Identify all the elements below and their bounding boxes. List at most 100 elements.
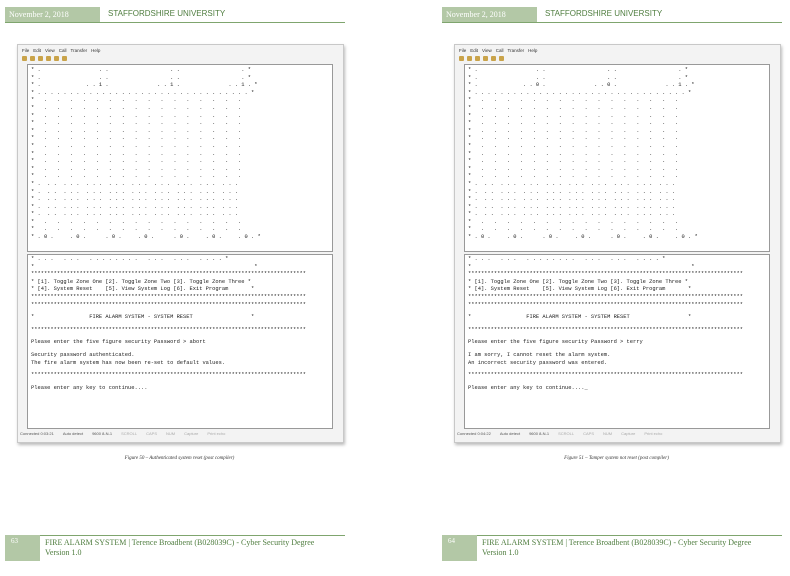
grid-row: * . . . . . . . . . . . . . . . . [31, 158, 242, 165]
grid-row: * . . . . . . . . . . . . . . . . . . . … [31, 188, 239, 195]
separator: ****************************************… [468, 293, 743, 300]
grid-row: * . . . . . . . . . . . . . . . . [31, 135, 242, 142]
menu-item: View [482, 48, 492, 53]
grid-row: * . . . . . . . . . . . . . . . . [468, 97, 679, 104]
grid-row: * . . . 0 . . . 0 . . . 1 . * [468, 82, 695, 89]
toolbar-icon [499, 56, 504, 61]
status-item: CAPS [146, 431, 157, 436]
menu-row: * [4]. System Reset [5]. View System Log… [31, 286, 255, 293]
grid-row: * . . . . . . . . . . . . . . . . [31, 112, 242, 119]
separator: ****************************************… [31, 372, 306, 379]
menu-item: Call [58, 48, 67, 53]
grid-row: * . . . . . . . . . . . . . . . . [468, 150, 679, 157]
grid-row: * . . . . . . * [468, 74, 688, 81]
status-item: Connected 0:03:21 [20, 431, 54, 436]
footer-title: FIRE ALARM SYSTEM | Terence Broadbent (B… [482, 538, 752, 547]
footer-rule [477, 535, 782, 536]
footer-version: Version 1.0 [482, 548, 519, 557]
status-item: Auto detect [62, 431, 84, 436]
response: The fire alarm system has now been re-se… [31, 359, 226, 366]
grid-row: * . . . . . . . . . . . . . . . . [468, 142, 679, 149]
header-date: November 2, 2018 [5, 7, 100, 22]
figure-caption: Figure 51 – Tamper system not reset (pos… [564, 456, 669, 461]
status-item: CAPS [583, 431, 594, 436]
grid-row: * . . . . . . . . . . . . . . . . [468, 127, 679, 134]
separator: ****************************************… [468, 271, 743, 278]
menu-item: Help [91, 48, 101, 53]
status-item: NUM [603, 431, 613, 436]
menu-item: Call [495, 48, 504, 53]
terminal-window: File Edit View Call Transfer Help * . . . . . … [17, 44, 344, 443]
grid-row: * . . . 1 . . . 1 . . . 1 . * [31, 82, 258, 89]
grid-row: * . . . . . . . . . . . . . . . . . . . … [31, 180, 239, 187]
toolbar-icon [22, 56, 27, 61]
grid-row: * . . . . . . . . . . . . . . . . . . . … [468, 196, 676, 203]
menu-item: Edit [470, 48, 479, 53]
terminal-window: File Edit View Call Transfer Help * . . . . . … [454, 44, 781, 443]
header-org: STAFFORDSHIRE UNIVERSITY [545, 9, 663, 18]
grid-row: * . . . . . . . . . . . . . . . . . . . … [468, 180, 676, 187]
separator: ****************************************… [31, 301, 306, 308]
grid-row: * . 0 . . 0 . . 0 . . 0 . . 0 . . 0 . . … [468, 234, 698, 241]
grid-row: * . . . . . . . . . . . . . . . . [468, 112, 679, 119]
zone-grid: * . . . . . . * * . . . . . . * * . . . 0 … [464, 64, 770, 252]
grid-row: * . 0 . . 0 . . 0 . . 0 . . 0 . . 0 . . … [31, 234, 261, 241]
response: An incorrect security password was enter… [468, 359, 608, 366]
footer-title: FIRE ALARM SYSTEM | Terence Broadbent (B… [45, 538, 315, 547]
grid-row: * . . . . . . . . . . . . . . . . [31, 120, 242, 127]
menu-row: * [4]. System Reset [5]. View System Log… [468, 286, 692, 293]
menu-item: Transfer [507, 48, 525, 53]
grid-row: * . . . . . . * [31, 67, 251, 73]
toolbar-icon [46, 56, 51, 61]
panel-row: * . . . . . . . . . . . . . . . . . . . … [31, 256, 229, 262]
page-number: 64 [442, 535, 477, 561]
menu-item: Edit [33, 48, 42, 53]
console-panel: * . . . . . . . . . . . . . . . . . . . … [464, 254, 770, 429]
header-rule [442, 22, 782, 23]
grid-row: * . . . . . . . . . . . . . . . . . . . … [31, 203, 239, 210]
header-org: STAFFORDSHIRE UNIVERSITY [108, 9, 226, 18]
grid-row: * . . . . . . . . . . . . . . . . . . . … [468, 188, 676, 195]
menu-item: Help [528, 48, 538, 53]
prompt: Please enter the five figure security Pa… [468, 339, 643, 346]
footer-rule [40, 535, 345, 536]
grid-row: * . . . . . . * [31, 74, 251, 81]
status-item: Auto detect [499, 431, 521, 436]
grid-row: * . . . . . . . . . . . . . . . . [31, 226, 242, 233]
grid-row: * . . . . . . . . . . . . . . . . [468, 120, 679, 127]
grid-row: * . . . . . . . . . . . . . . . . . . . … [468, 211, 676, 218]
toolbar-icon [54, 56, 59, 61]
grid-row: * . . . . . . . . . . . . . . . . . . . … [31, 211, 239, 218]
separator: ****************************************… [468, 301, 743, 308]
prompt: Please enter the five figure security Pa… [31, 339, 206, 346]
status-item: 9600 8-N-1 [529, 431, 550, 436]
grid-row: * . . . . . . . . . . . . . . . . . . . … [31, 196, 239, 203]
system-title: * FIRE ALARM SYSTEM - SYSTEM RESET * [468, 314, 692, 321]
status-item: 9600 8-N-1 [92, 431, 113, 436]
page: November 2, 2018 STAFFORDSHIRE UNIVERSITY… [0, 0, 353, 576]
response: Security password authenticated. [31, 351, 135, 358]
grid-row: * . . . . . . . . . . . . . . . . [468, 135, 679, 142]
grid-row: * . . . . . . . . . . . . . . . . [31, 173, 242, 180]
zone-grid: * . . . . . . * * . . . . . . * * . . . 1 … [27, 64, 333, 252]
grid-row: * . . . . . . * [468, 67, 688, 73]
footer-version: Version 1.0 [45, 548, 82, 557]
status-item: SCROLL [121, 431, 138, 436]
page-number: 63 [5, 535, 40, 561]
grid-row: * . . . . . . . . . . . . . . . . [31, 104, 242, 111]
panel-row: * . . . . . . . . . . . . . . . . . . . … [468, 256, 666, 262]
toolbar [22, 56, 67, 61]
console-panel: * . . . . . . . . . . . . . . . . . . . … [27, 254, 333, 429]
status-bar: Connected 0:04:22 Auto detect 9600 8-N-1 SC… [457, 431, 777, 436]
separator: ****************************************… [468, 326, 743, 333]
grid-row: * . . . . . . . . . . . . . . . . . . . … [468, 89, 692, 96]
toolbar-icon [459, 56, 464, 61]
grid-row: * . . . . . . . . . . . . . . . . . . . … [31, 89, 255, 96]
status-item: SCROLL [558, 431, 575, 436]
header-date: November 2, 2018 [442, 7, 537, 22]
toolbar-icon [30, 56, 35, 61]
grid-row: * . . . . . . . . . . . . . . . . . . . … [468, 203, 676, 210]
status-item: NUM [166, 431, 176, 436]
grid-row: * . . . . . . . . . . . . . . . . [468, 104, 679, 111]
menu-bar: File Edit View Call Transfer Help [22, 48, 100, 53]
